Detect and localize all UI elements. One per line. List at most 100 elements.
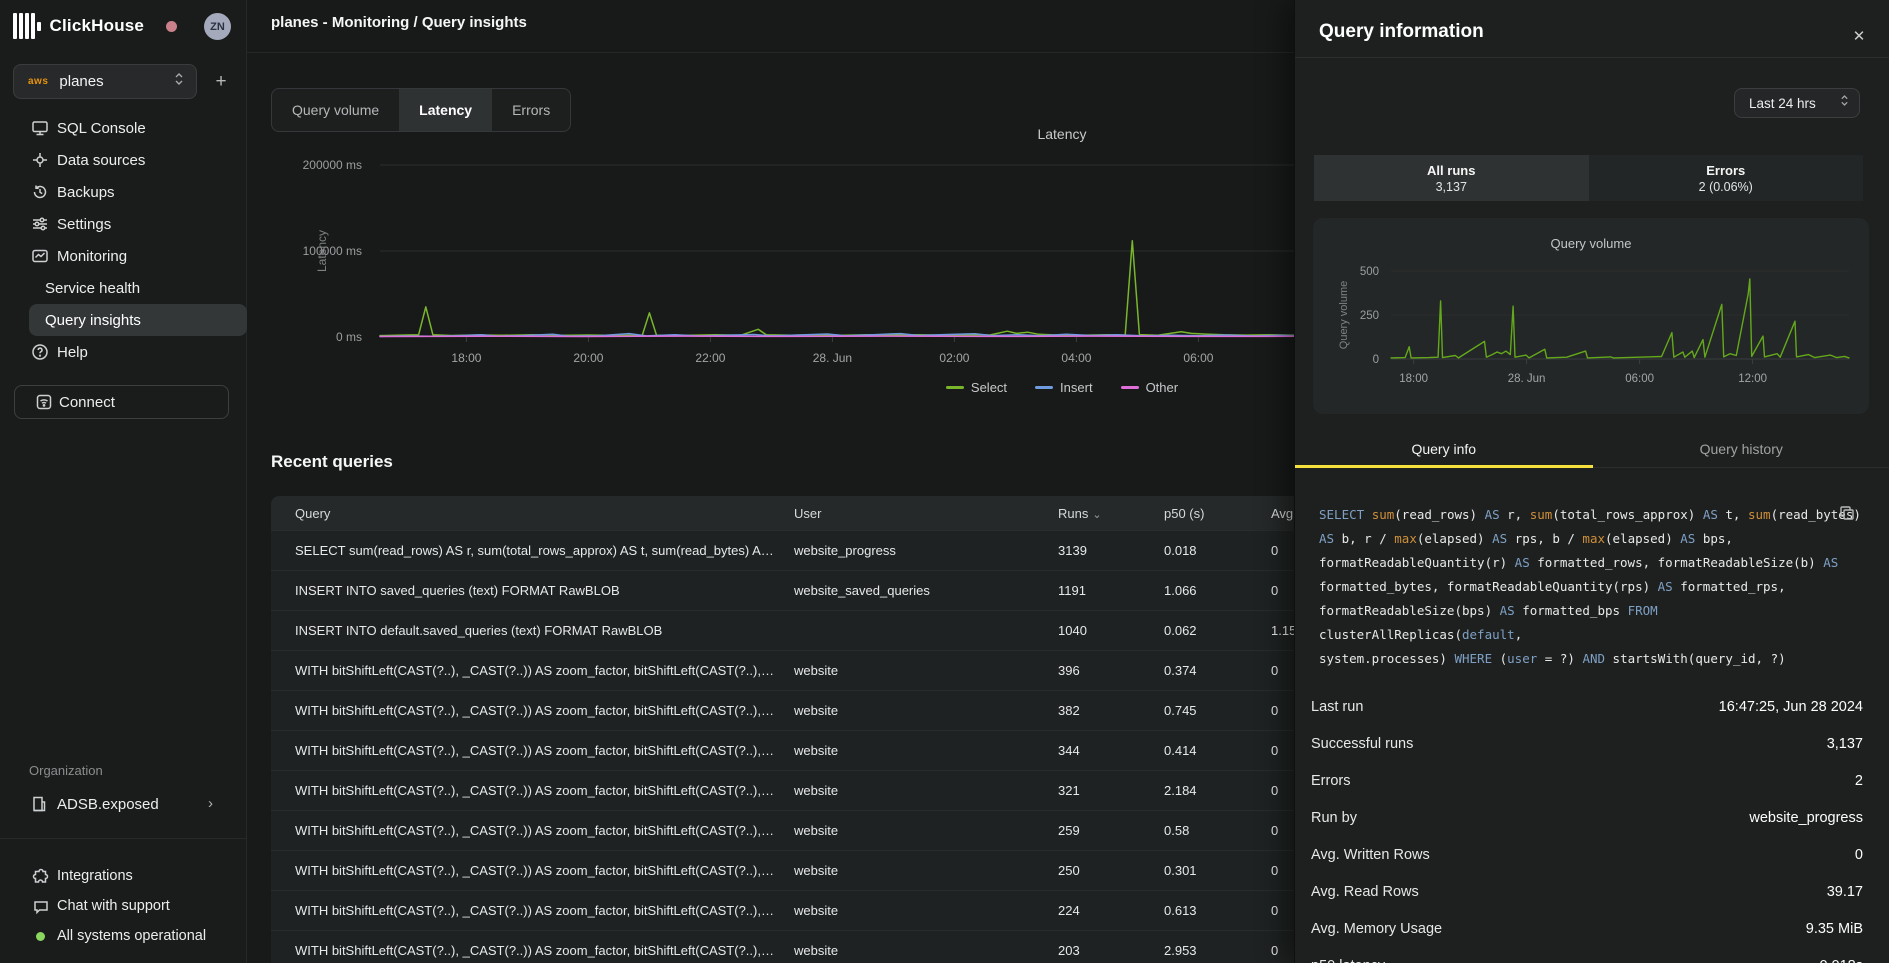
col-query: Query	[271, 506, 794, 521]
legend-item-select[interactable]: Select	[946, 380, 1007, 395]
svg-text:04:00: 04:00	[1061, 351, 1091, 365]
organization-item[interactable]: ADSB.exposed ›	[0, 789, 247, 821]
segment-errors[interactable]: Errors 2 (0.06%)	[1589, 155, 1864, 201]
service-name: planes	[59, 73, 103, 90]
svg-text:0 ms: 0 ms	[336, 330, 362, 344]
sidebar-item-query-insights[interactable]: Query insights	[29, 304, 247, 336]
tab-latency[interactable]: Latency	[399, 89, 492, 131]
panel-title: Query information	[1319, 21, 1484, 43]
updown-chevron-icon	[1840, 94, 1849, 112]
svg-text:28. Jun: 28. Jun	[813, 351, 852, 365]
sidebar: ClickHouse ZN aws planes + SQL Console D…	[0, 0, 247, 963]
settings-icon	[30, 214, 50, 234]
organization-icon	[30, 795, 50, 815]
organization-name: ADSB.exposed	[57, 796, 159, 813]
app-window: ClickHouse ZN aws planes + SQL Console D…	[0, 0, 1889, 963]
svg-text:100000 ms: 100000 ms	[303, 244, 362, 258]
svg-text:0: 0	[1373, 354, 1379, 366]
legend-item-insert[interactable]: Insert	[1035, 380, 1093, 395]
brand-name: ClickHouse	[50, 16, 145, 36]
svg-text:Latency: Latency	[315, 230, 329, 272]
sidebar-item-settings[interactable]: Settings	[0, 208, 247, 240]
add-service-button[interactable]: +	[207, 68, 235, 96]
detail-row: Run bywebsite_progress	[1311, 799, 1863, 836]
other-series-swatch	[1121, 386, 1139, 389]
close-icon[interactable]: ✕	[1847, 24, 1871, 48]
backups-icon	[30, 182, 50, 202]
svg-text:500: 500	[1360, 266, 1379, 278]
puzzle-icon	[31, 867, 50, 886]
connect-icon	[34, 392, 54, 412]
sidebar-item-monitoring[interactable]: Monitoring	[0, 240, 247, 272]
detail-row: Successful runs3,137	[1311, 725, 1863, 762]
chat-icon	[31, 897, 50, 916]
panel-tabs: Query info Query history	[1295, 434, 1889, 468]
detail-row: Avg. Written Rows0	[1311, 836, 1863, 873]
insert-series-swatch	[1035, 386, 1053, 389]
connect-button[interactable]: Connect	[14, 385, 229, 419]
detail-row: Errors2	[1311, 762, 1863, 799]
time-range-select[interactable]: Last 24 hrs	[1734, 88, 1860, 118]
select-series-swatch	[946, 386, 964, 389]
organization-section-label: Organization	[29, 763, 103, 778]
tab-query-info[interactable]: Query info	[1295, 434, 1593, 467]
svg-text:Query volume: Query volume	[1338, 281, 1350, 349]
sidebar-item-data-sources[interactable]: Data sources	[0, 144, 247, 176]
help-icon	[30, 342, 50, 362]
svg-text:200000 ms: 200000 ms	[303, 158, 362, 172]
clickhouse-logo-icon	[13, 13, 41, 39]
data-sources-icon	[30, 150, 50, 170]
monitoring-icon	[30, 246, 50, 266]
sidebar-item-service-health[interactable]: Service health	[0, 272, 247, 304]
panel-divider	[1295, 57, 1889, 58]
tab-errors[interactable]: Errors	[492, 89, 570, 131]
detail-row: p50 latency0.018s	[1311, 947, 1863, 963]
legend-item-other[interactable]: Other	[1121, 380, 1179, 395]
recent-queries-title: Recent queries	[271, 452, 393, 472]
chevron-right-icon: ›	[208, 795, 213, 812]
svg-text:20:00: 20:00	[573, 351, 603, 365]
page-title: planes - Monitoring / Query insights	[271, 14, 527, 31]
sidebar-item-backups[interactable]: Backups	[0, 176, 247, 208]
updown-chevron-icon	[174, 72, 184, 91]
query-details-list: Last run16:47:25, Jun 28 2024 Successful…	[1311, 688, 1863, 963]
status-ok-icon	[31, 927, 50, 946]
user-avatar[interactable]: ZN	[204, 13, 231, 40]
sidebar-item-chat-support[interactable]: Chat with support	[0, 892, 247, 922]
svg-text:06:00: 06:00	[1183, 351, 1213, 365]
tab-query-history[interactable]: Query history	[1593, 434, 1889, 467]
copy-icon[interactable]	[1839, 505, 1857, 523]
aws-icon: aws	[28, 76, 48, 87]
detail-row: Last run16:47:25, Jun 28 2024	[1311, 688, 1863, 725]
svg-text:250: 250	[1360, 310, 1379, 322]
query-volume-chart: 0 250 500 18:00 28. Jun 06:00 12:00 Query volum…	[1331, 255, 1861, 395]
sidebar-item-sql-console[interactable]: SQL Console	[0, 112, 247, 144]
notification-dot[interactable]	[166, 21, 177, 32]
svg-text:12:00: 12:00	[1738, 373, 1767, 385]
sidebar-item-system-status[interactable]: All systems operational	[0, 922, 247, 952]
brand: ClickHouse	[13, 12, 144, 40]
sidebar-nav: SQL Console Data sources Backups Setting…	[0, 112, 247, 368]
svg-text:18:00: 18:00	[1399, 373, 1428, 385]
svg-text:06:00: 06:00	[1625, 373, 1654, 385]
svg-text:02:00: 02:00	[939, 351, 969, 365]
detail-row: Avg. Memory Usage9.35 MiB	[1311, 910, 1863, 947]
segment-all-runs[interactable]: All runs 3,137	[1314, 155, 1589, 201]
col-runs[interactable]: Runs⌄	[1058, 506, 1164, 521]
tab-query-volume[interactable]: Query volume	[272, 89, 399, 131]
col-p50: p50 (s)	[1164, 506, 1271, 521]
service-selector[interactable]: aws planes	[13, 64, 197, 99]
svg-text:28. Jun: 28. Jun	[1508, 373, 1546, 385]
sidebar-divider	[0, 838, 247, 839]
sidebar-item-help[interactable]: Help	[0, 336, 247, 368]
col-user: User	[794, 506, 1058, 521]
runs-errors-segments: All runs 3,137 Errors 2 (0.06%)	[1314, 155, 1863, 201]
sql-code: SELECT sum(read_rows) AS r, sum(total_ro…	[1319, 503, 1867, 671]
sidebar-item-integrations[interactable]: Integrations	[0, 862, 247, 892]
query-information-panel: Query information ✕ Last 24 hrs All runs…	[1294, 0, 1889, 963]
svg-text:18:00: 18:00	[451, 351, 481, 365]
sql-console-icon	[30, 118, 50, 138]
sort-chevron-icon: ⌄	[1092, 509, 1101, 521]
query-volume-title: Query volume	[1313, 236, 1869, 251]
detail-row: Avg. Read Rows39.17	[1311, 873, 1863, 910]
